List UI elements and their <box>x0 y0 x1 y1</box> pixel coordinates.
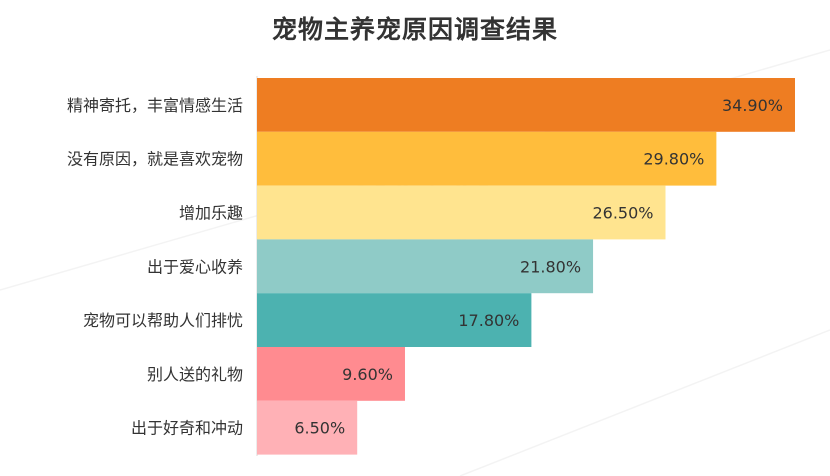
category-label-5: 宠物可以帮助人们排忧 <box>83 311 243 330</box>
bar-6 <box>257 347 405 401</box>
bar-4 <box>257 239 594 294</box>
category-label-1: 精神寄托，丰富情感生活 <box>67 96 243 115</box>
category-label-2: 没有原因，就是喜欢宠物 <box>67 150 243 169</box>
category-label-6: 别人送的礼物 <box>147 365 243 384</box>
bars-layer: 精神寄托，丰富情感生活 34.90% 没有原因，就是喜欢宠物 29.80% 增加乐趣 26… <box>67 78 795 455</box>
data-label-2: 29.80% <box>643 150 704 169</box>
data-label-6: 9.60% <box>342 365 393 384</box>
data-label-7: 6.50% <box>294 419 345 438</box>
data-label-5: 17.80% <box>458 311 519 330</box>
bar-2 <box>257 131 717 186</box>
category-label-3: 增加乐趣 <box>179 204 243 223</box>
chart-title: 宠物主养宠原因调查结果 <box>271 15 558 44</box>
data-label-3: 26.50% <box>592 204 653 223</box>
bar-1 <box>257 78 795 132</box>
bar-5 <box>257 293 532 347</box>
category-label-7: 出于好奇和冲动 <box>131 419 243 438</box>
data-label-4: 21.80% <box>520 257 581 276</box>
bar-3 <box>257 185 666 240</box>
category-label-4: 出于爱心收养 <box>147 257 243 276</box>
data-label-1: 34.90% <box>722 96 783 115</box>
bar-7 <box>257 400 358 455</box>
